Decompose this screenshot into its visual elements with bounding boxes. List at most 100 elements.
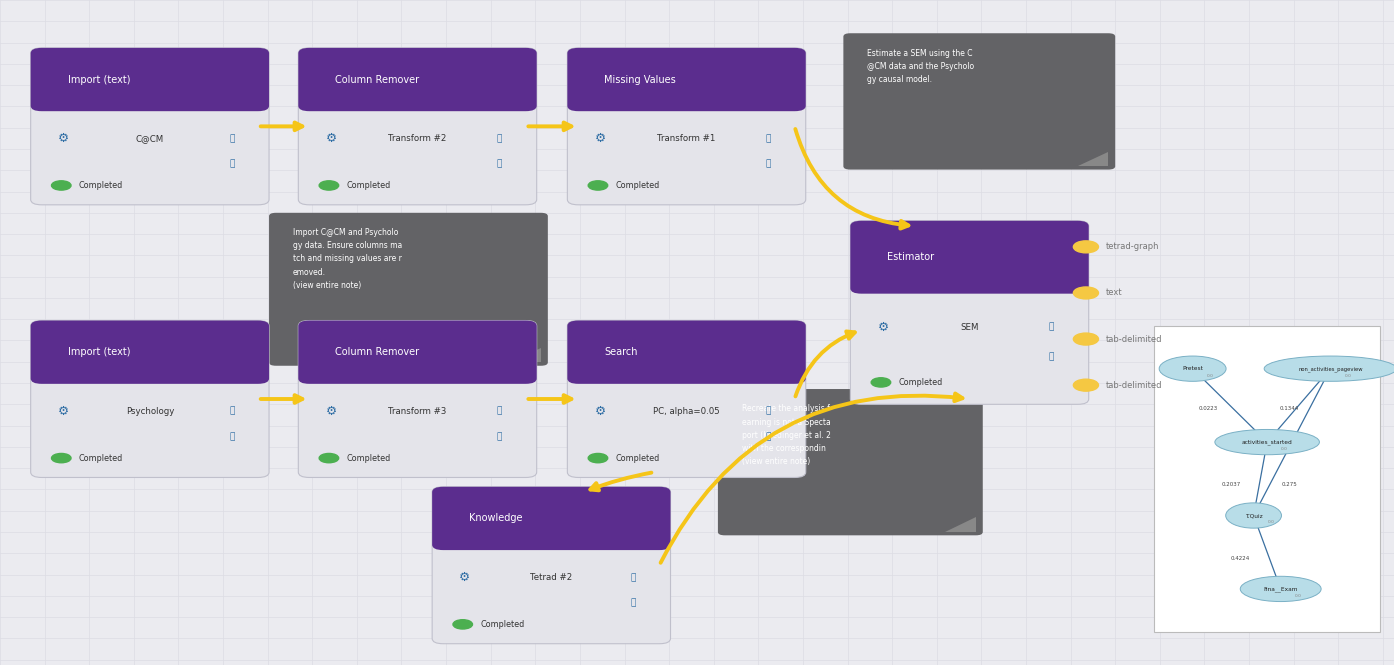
Text: Column Remover: Column Remover — [336, 347, 420, 357]
FancyBboxPatch shape — [31, 321, 269, 477]
FancyBboxPatch shape — [298, 321, 537, 477]
Circle shape — [588, 181, 608, 190]
FancyBboxPatch shape — [1154, 326, 1380, 632]
Text: ⚙: ⚙ — [877, 321, 889, 334]
Text: tab-delimited: tab-delimited — [1105, 334, 1163, 344]
Text: 🔍: 🔍 — [765, 134, 771, 143]
Text: Completed: Completed — [615, 181, 659, 190]
Text: 🐛: 🐛 — [765, 160, 771, 168]
Text: Tetrad #2: Tetrad #2 — [530, 573, 573, 582]
Text: 0.1344: 0.1344 — [1280, 406, 1299, 411]
FancyBboxPatch shape — [298, 321, 537, 384]
Circle shape — [453, 620, 473, 629]
Circle shape — [871, 378, 891, 387]
Ellipse shape — [1214, 430, 1320, 455]
Text: Transform #1: Transform #1 — [658, 134, 715, 143]
Ellipse shape — [1225, 503, 1281, 528]
Ellipse shape — [1241, 577, 1322, 602]
Text: SEM: SEM — [960, 323, 979, 332]
Text: Transform #2: Transform #2 — [389, 134, 446, 143]
Text: 0.0: 0.0 — [1281, 447, 1288, 451]
Text: Completed: Completed — [346, 181, 390, 190]
Text: Pretest: Pretest — [1182, 366, 1203, 371]
FancyBboxPatch shape — [298, 48, 537, 205]
Circle shape — [588, 454, 608, 463]
Text: PC, alpha=0.05: PC, alpha=0.05 — [654, 407, 719, 416]
Circle shape — [1073, 287, 1098, 299]
Text: 0.0: 0.0 — [1207, 374, 1213, 378]
Text: Knowledge: Knowledge — [470, 513, 523, 523]
Text: Fina__Exam: Fina__Exam — [1263, 586, 1298, 592]
Text: 🐛: 🐛 — [630, 598, 636, 607]
Text: Transform #3: Transform #3 — [389, 407, 446, 416]
Text: ⚙: ⚙ — [594, 405, 606, 418]
Text: ⚙: ⚙ — [594, 132, 606, 145]
Text: 🔍: 🔍 — [630, 573, 636, 582]
Circle shape — [319, 454, 339, 463]
FancyBboxPatch shape — [567, 48, 806, 111]
FancyBboxPatch shape — [432, 487, 671, 644]
Text: 0.2037: 0.2037 — [1221, 482, 1241, 487]
FancyBboxPatch shape — [31, 48, 269, 111]
Text: Recreate the analysis f
earning is not a Specta
port (Koedinger et al. 2
with th: Recreate the analysis f earning is not a… — [742, 404, 831, 466]
Text: 🐛: 🐛 — [1048, 352, 1054, 362]
Ellipse shape — [1160, 356, 1227, 381]
Text: tetrad-graph: tetrad-graph — [1105, 242, 1158, 251]
FancyBboxPatch shape — [850, 221, 1089, 404]
Text: 🔍: 🔍 — [1048, 323, 1054, 332]
Text: Completed: Completed — [615, 454, 659, 463]
Text: 🔍: 🔍 — [765, 407, 771, 416]
FancyBboxPatch shape — [31, 321, 269, 384]
Circle shape — [52, 454, 71, 463]
Text: 🐛: 🐛 — [229, 432, 234, 441]
Circle shape — [1073, 241, 1098, 253]
Text: text: text — [1105, 289, 1122, 297]
Text: activities_started: activities_started — [1242, 440, 1292, 445]
Text: T.Quiz: T.Quiz — [1245, 513, 1263, 518]
Text: ⚙: ⚙ — [57, 132, 70, 145]
Text: 0.0: 0.0 — [1267, 521, 1274, 525]
Ellipse shape — [1264, 356, 1394, 381]
Circle shape — [319, 181, 339, 190]
Polygon shape — [510, 348, 541, 362]
Circle shape — [52, 181, 71, 190]
Text: Completed: Completed — [480, 620, 524, 629]
FancyBboxPatch shape — [718, 389, 983, 535]
Text: 🔍: 🔍 — [496, 407, 502, 416]
Text: 0.4224: 0.4224 — [1231, 556, 1249, 561]
FancyBboxPatch shape — [31, 48, 269, 205]
Polygon shape — [1078, 152, 1108, 166]
Text: Completed: Completed — [898, 378, 942, 387]
Text: tab-delimited: tab-delimited — [1105, 380, 1163, 390]
Text: 🔍: 🔍 — [496, 134, 502, 143]
Text: Estimator: Estimator — [888, 252, 934, 262]
Text: 🔍: 🔍 — [229, 134, 234, 143]
Text: ⚙: ⚙ — [57, 405, 70, 418]
Text: Column Remover: Column Remover — [336, 74, 420, 84]
Circle shape — [1073, 333, 1098, 345]
Text: 0.0: 0.0 — [1295, 594, 1302, 598]
FancyBboxPatch shape — [843, 33, 1115, 170]
Text: Search: Search — [605, 347, 638, 357]
FancyBboxPatch shape — [432, 487, 671, 550]
Text: Missing Values: Missing Values — [605, 74, 676, 84]
Text: ⚙: ⚙ — [325, 405, 337, 418]
Text: ⚙: ⚙ — [325, 132, 337, 145]
Text: 🐛: 🐛 — [496, 432, 502, 441]
FancyBboxPatch shape — [567, 48, 806, 205]
Text: Completed: Completed — [346, 454, 390, 463]
Text: Psychology: Psychology — [125, 407, 174, 416]
Text: C@CM: C@CM — [135, 134, 164, 143]
Circle shape — [1073, 379, 1098, 391]
Text: ⚙: ⚙ — [459, 571, 471, 584]
FancyBboxPatch shape — [567, 321, 806, 477]
Text: 0.275: 0.275 — [1282, 482, 1298, 487]
FancyBboxPatch shape — [269, 213, 548, 366]
Text: Estimate a SEM using the C
@CM data and the Psycholo
gy causal model.: Estimate a SEM using the C @CM data and … — [867, 49, 974, 84]
FancyBboxPatch shape — [567, 321, 806, 384]
Text: Import C@CM and Psycholo
gy data. Ensure columns ma
tch and missing values are r: Import C@CM and Psycholo gy data. Ensure… — [293, 228, 401, 290]
Text: Completed: Completed — [78, 181, 123, 190]
Text: Import (text): Import (text) — [68, 74, 130, 84]
Text: 🔍: 🔍 — [229, 407, 234, 416]
Text: 0.0: 0.0 — [1344, 374, 1351, 378]
